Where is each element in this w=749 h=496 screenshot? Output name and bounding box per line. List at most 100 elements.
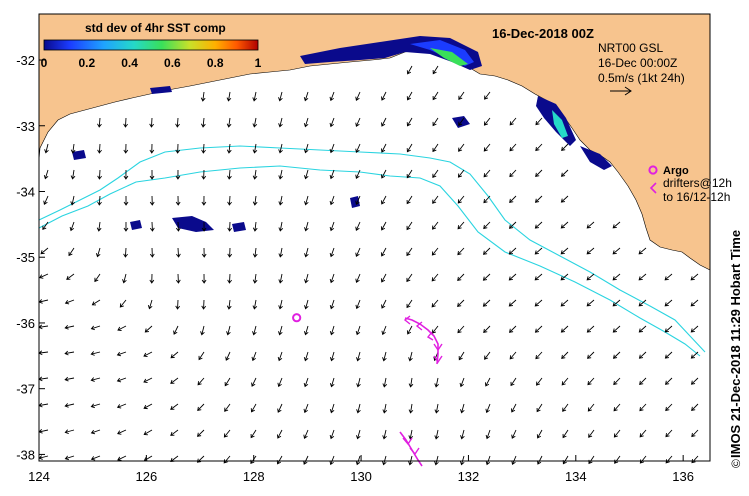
current-arrow — [639, 455, 647, 464]
current-arrow — [612, 299, 621, 307]
current-arrow — [200, 117, 206, 128]
current-arrow — [408, 403, 414, 414]
current-arrow — [561, 377, 569, 386]
current-arrow — [143, 351, 153, 357]
current-arrow — [43, 195, 49, 205]
current-arrow — [226, 91, 232, 102]
x-tick-label: 124 — [28, 469, 50, 484]
current-arrow — [535, 117, 543, 126]
current-arrow — [329, 91, 335, 102]
current-arrow — [303, 325, 309, 336]
current-arrow — [64, 325, 75, 330]
current-arrow — [38, 376, 49, 382]
current-arrow — [536, 403, 543, 413]
colorbar-tick-label: 0.8 — [207, 56, 224, 70]
current-arrow — [458, 91, 465, 101]
current-arrow — [434, 377, 439, 388]
bathymetry-contours — [38, 145, 706, 357]
current-arrow — [639, 403, 647, 412]
current-arrow — [90, 403, 101, 409]
current-arrow — [303, 169, 309, 180]
current-arrow — [64, 455, 75, 461]
product-label: NRT00 GSL 16-Dec 00:00Z 0.5m/s (1kt 24h) — [598, 41, 685, 96]
current-arrow — [123, 169, 129, 180]
current-arrow — [561, 143, 569, 151]
current-arrow — [406, 221, 413, 231]
current-arrow — [511, 429, 517, 439]
current-arrow — [665, 403, 673, 412]
current-arrow — [638, 273, 647, 281]
current-arrow — [278, 221, 284, 232]
current-arrow — [64, 376, 75, 382]
current-arrow — [431, 247, 439, 256]
current-arrow — [406, 117, 413, 127]
current-arrow — [170, 377, 179, 384]
current-arrow — [381, 325, 387, 336]
current-arrow — [38, 402, 49, 408]
current-arrow — [534, 195, 543, 203]
current-arrow — [691, 455, 699, 464]
current-arrow — [355, 429, 361, 440]
current-arrow — [149, 273, 155, 284]
colorbar: std dev of 4hr SST comp 0 0.2 0.4 0.6 0.8 1 — [40, 14, 262, 70]
current-arrow — [665, 455, 673, 464]
current-arrow — [252, 91, 257, 102]
current-arrow — [457, 195, 465, 204]
current-arrow — [196, 429, 205, 437]
current-arrow — [380, 247, 387, 257]
current-arrow — [303, 455, 309, 465]
current-arrow — [434, 403, 440, 414]
current-arrow — [665, 429, 673, 438]
current-arrow — [38, 299, 49, 304]
current-arrow — [117, 325, 127, 331]
current-arrow — [483, 325, 491, 334]
drifter-legend-line1: drifters@12h — [663, 176, 732, 190]
legend: Argo drifters@12h to 16/12-12h — [648, 165, 732, 204]
current-arrow — [224, 403, 231, 412]
current-arrow — [612, 247, 621, 255]
current-arrow — [66, 273, 75, 280]
current-arrow — [90, 455, 101, 461]
current-arrow — [381, 117, 387, 127]
contour-slope — [38, 165, 701, 357]
x-tick-label: 126 — [136, 469, 158, 484]
current-arrow — [458, 117, 465, 126]
x-tick-label: 132 — [458, 469, 480, 484]
current-arrow — [406, 325, 413, 335]
current-arrow — [227, 221, 233, 232]
current-arrow — [485, 403, 491, 414]
current-arrow — [355, 455, 361, 466]
current-arrow — [40, 247, 49, 255]
current-arrow — [508, 325, 517, 333]
current-arrow — [39, 273, 49, 279]
current-arrow — [329, 429, 335, 440]
current-arrow — [303, 351, 309, 362]
current-arrow — [303, 403, 309, 414]
current-arrow — [252, 195, 258, 206]
current-arrow — [691, 403, 699, 411]
current-arrow — [252, 143, 258, 154]
current-arrow — [278, 247, 284, 258]
current-arrow — [329, 351, 335, 362]
current-arrow — [483, 143, 491, 152]
current-arrow — [457, 247, 465, 256]
current-arrow — [483, 169, 491, 178]
current-arrow — [457, 221, 465, 230]
current-arrow — [277, 351, 283, 362]
current-arrow — [408, 377, 414, 388]
current-arrow — [382, 377, 388, 388]
drifter-chevrons — [402, 315, 443, 456]
current-arrow — [278, 91, 283, 102]
current-arrow — [143, 403, 153, 410]
map-frame — [38, 13, 711, 462]
current-arrow — [143, 429, 153, 436]
current-arrow — [96, 221, 102, 232]
current-arrow — [42, 221, 49, 231]
current-arrow — [329, 221, 335, 232]
current-arrow — [117, 429, 127, 435]
current-arrow — [303, 91, 309, 102]
current-arrow — [143, 455, 153, 462]
current-arrow — [457, 273, 465, 282]
current-arrow — [612, 325, 621, 333]
current-arrow — [510, 403, 517, 413]
